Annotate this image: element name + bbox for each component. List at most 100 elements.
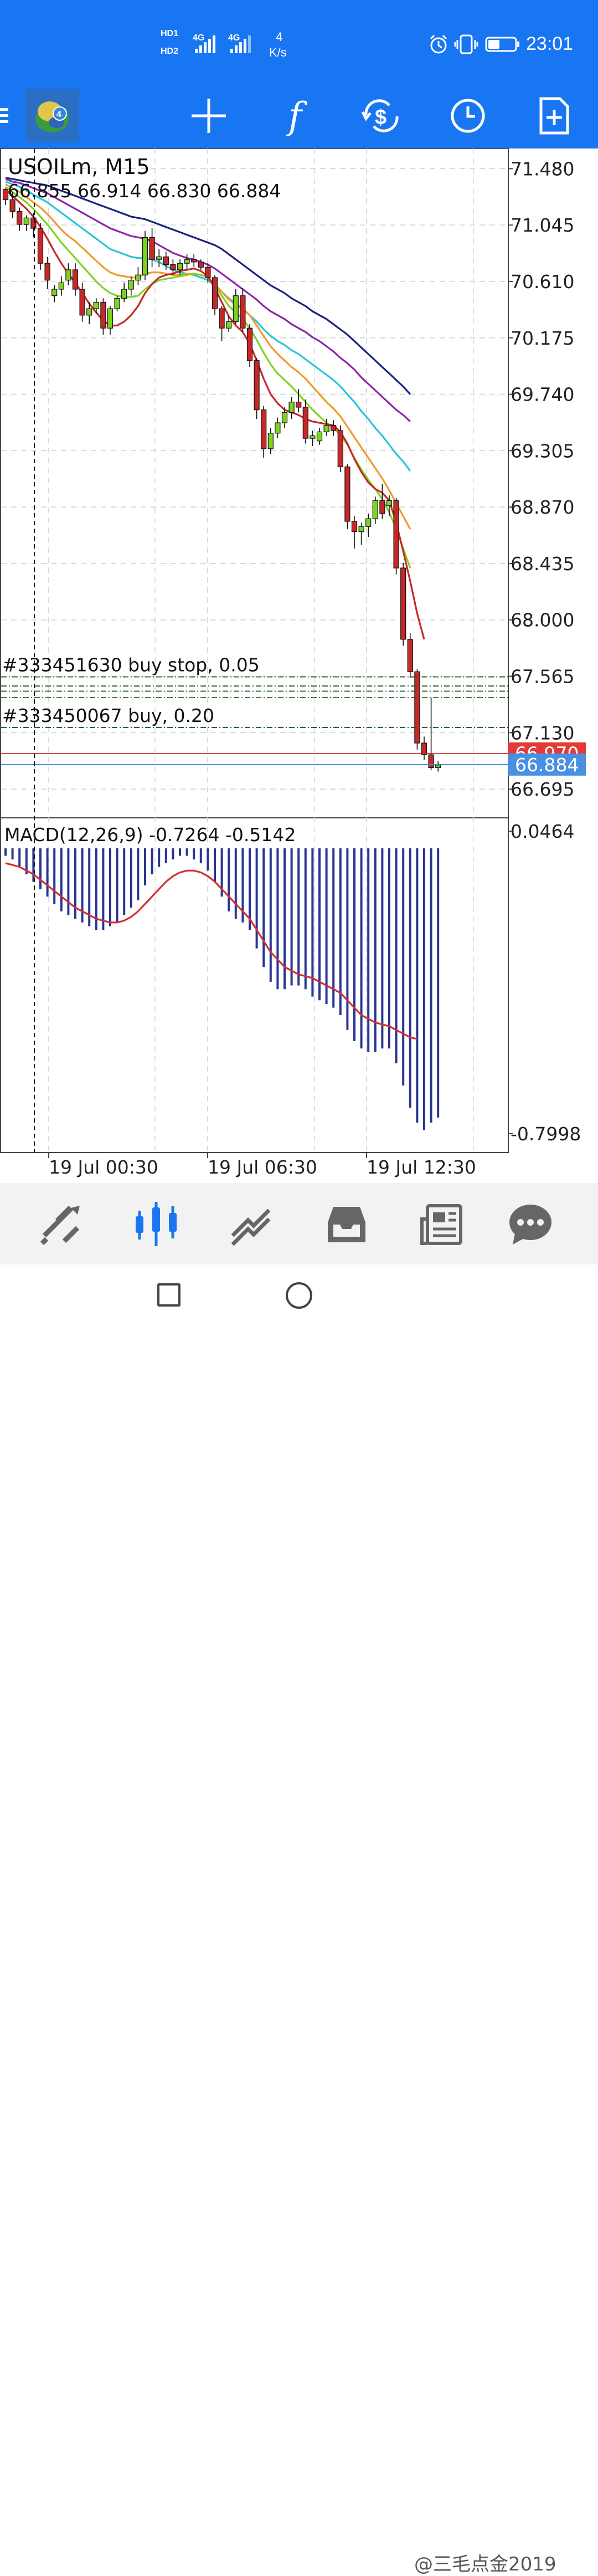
svg-text:4: 4 xyxy=(56,110,61,119)
candle-body xyxy=(379,500,385,514)
chart-canvas[interactable]: #333451630 buy stop, 0.05 #333450067 buy,… xyxy=(0,148,598,1186)
price-axis-label: 71.045 xyxy=(511,214,574,236)
candle-body xyxy=(30,217,37,229)
menu-icon[interactable] xyxy=(0,83,22,148)
order-label: #333450067 buy, 0.20 xyxy=(2,705,214,726)
candle-body xyxy=(435,765,441,769)
candle-body xyxy=(407,639,413,672)
moving-average-line xyxy=(5,177,411,395)
candle-body xyxy=(323,425,329,433)
candle-body xyxy=(128,280,134,290)
candle-body xyxy=(261,409,267,449)
news-icon[interactable] xyxy=(403,1184,481,1265)
indicators-icon[interactable]: f xyxy=(265,83,326,148)
signal2-label: 4G xyxy=(228,33,240,43)
indicators-glyph: f xyxy=(288,94,302,137)
status-bar: HD1 HD2 4G 4G 4 K/s 23:01 xyxy=(0,0,598,83)
crosshair-icon[interactable] xyxy=(178,83,239,148)
price-axis-label: 70.610 xyxy=(511,271,574,293)
history-icon[interactable] xyxy=(308,1184,385,1265)
candle-body xyxy=(198,262,204,268)
axis-labels-layer: 71.480 71.045 70.610 70.175 69.740 69.305 68.8… xyxy=(48,158,586,1178)
candle-body xyxy=(331,425,337,431)
candle-body xyxy=(86,308,92,316)
time-axis-label: 19 Jul 06:30 xyxy=(208,1156,317,1178)
candle-body xyxy=(358,526,364,532)
candle-body xyxy=(226,321,232,329)
candle-body xyxy=(365,518,372,527)
candle-body xyxy=(386,500,393,506)
home-button[interactable] xyxy=(286,1282,312,1309)
candle-body xyxy=(400,567,406,640)
app-logo[interactable]: 4 xyxy=(24,83,80,148)
macd-label: MACD(12,26,9) -0.7264 -0.5142 xyxy=(4,824,296,846)
chat-icon[interactable] xyxy=(492,1184,569,1265)
candle-body xyxy=(205,267,211,278)
candle-body xyxy=(58,282,64,290)
candle-body xyxy=(93,301,99,309)
candle-body xyxy=(316,431,323,442)
chart-area[interactable]: #333451630 buy stop, 0.05 #333450067 buy,… xyxy=(0,148,598,1186)
candle-body xyxy=(184,259,190,264)
candle-body xyxy=(51,289,58,296)
net-speed-unit: K/s xyxy=(269,45,287,59)
price-axis-label: 68.000 xyxy=(511,610,574,631)
price-axis-label: 67.565 xyxy=(511,665,574,687)
candle-body xyxy=(393,500,399,569)
watermark: @三毛点金2019 xyxy=(414,2553,556,2575)
candle-body xyxy=(421,742,427,755)
order-lines-layer: #333451630 buy stop, 0.05 #333450067 buy,… xyxy=(1,654,508,765)
candle-body xyxy=(65,269,71,281)
battery-icon xyxy=(485,35,520,55)
time-axis-label: 19 Jul 00:30 xyxy=(49,1156,158,1178)
order-label: #333451630 buy stop, 0.05 xyxy=(2,654,260,676)
candle-body xyxy=(302,407,308,439)
candle-body xyxy=(275,422,281,434)
net-speed-value: 4 xyxy=(276,30,283,44)
candle-body xyxy=(372,500,378,519)
candle-body xyxy=(219,308,225,329)
candles-layer xyxy=(2,188,441,772)
candle-body xyxy=(310,435,316,439)
bid-price-badge xyxy=(508,753,586,776)
candle-body xyxy=(212,277,218,309)
trade-nav-icon[interactable] xyxy=(213,1184,290,1265)
candle-body xyxy=(428,754,434,769)
price-axis-label: 68.870 xyxy=(511,496,574,518)
candle-body xyxy=(288,401,295,413)
hd1-badge: HD1 xyxy=(161,29,179,38)
candle-body xyxy=(72,269,79,290)
price-axis-label: 69.305 xyxy=(511,440,574,462)
price-axis-label: 71.480 xyxy=(511,158,574,180)
candle-body xyxy=(296,401,302,408)
recents-button[interactable] xyxy=(157,1283,181,1307)
candle-body xyxy=(142,237,148,275)
candle-body xyxy=(337,430,343,468)
bid-price-label: 66.884 xyxy=(515,754,579,776)
price-axis-label: 70.175 xyxy=(511,327,574,349)
chart-icon[interactable] xyxy=(117,1184,195,1265)
candle-body xyxy=(351,521,358,532)
timeframe-icon[interactable] xyxy=(437,83,498,148)
time-axis-label: 19 Jul 12:30 xyxy=(367,1156,476,1178)
bottom-navigation xyxy=(0,1184,598,1265)
macd-axis-label: -0.7998 xyxy=(511,1123,581,1145)
candle-body xyxy=(254,360,260,411)
new-order-icon[interactable] xyxy=(524,83,585,148)
trade-icon[interactable]: $ xyxy=(351,83,412,148)
macd-signal-line xyxy=(5,862,417,1040)
price-axis-label: 67.130 xyxy=(511,722,574,744)
candle-body xyxy=(191,259,197,263)
candle-body xyxy=(281,412,288,423)
quotes-icon[interactable] xyxy=(22,1184,100,1265)
chart-symbol-header: USOILm, M15 xyxy=(8,155,150,179)
price-axis-label: 68.435 xyxy=(511,553,574,575)
candle-body xyxy=(246,327,253,361)
svg-text:$: $ xyxy=(375,106,386,129)
alarm-icon xyxy=(427,33,450,58)
signal2-icon xyxy=(228,34,261,57)
candle-body xyxy=(135,274,141,281)
candle-body xyxy=(37,228,44,264)
macd-axis-label: 0.0464 xyxy=(511,821,574,842)
candle-body xyxy=(44,263,50,281)
